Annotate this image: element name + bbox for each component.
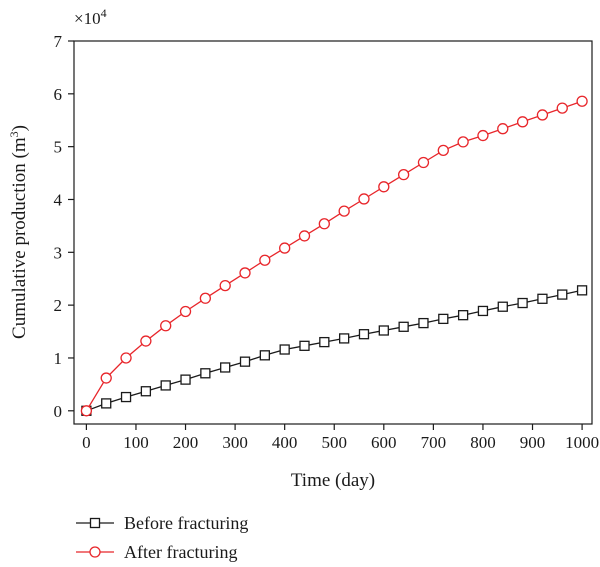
data-point [239, 267, 251, 279]
data-point [140, 386, 152, 397]
data-point [279, 242, 291, 254]
x-tick-label: 0 [82, 433, 91, 452]
data-point [576, 285, 588, 296]
x-tick-label: 900 [520, 433, 546, 452]
x-tick-label: 200 [173, 433, 199, 452]
data-point [516, 116, 529, 128]
y-axis-label: Cumulative production (m3) [7, 125, 30, 339]
data-point [537, 293, 548, 304]
y-tick-label: 0 [54, 402, 63, 421]
data-point [438, 313, 449, 325]
y-tick-label: 7 [54, 32, 63, 51]
data-point [179, 305, 192, 318]
data-point [318, 218, 330, 230]
y-axis: 0 1 2 3 4 5 6 7 [54, 32, 74, 421]
data-point [557, 289, 568, 300]
data-point [140, 335, 152, 347]
data-point [120, 391, 132, 403]
data-point [180, 374, 191, 385]
legend-marker-after [89, 546, 101, 558]
legend-marker-before [89, 517, 101, 529]
data-point [576, 95, 588, 107]
y-tick-label: 1 [54, 349, 63, 368]
legend-label-before: Before fracturing [124, 513, 248, 533]
data-point [259, 254, 271, 266]
x-tick-label: 600 [371, 433, 397, 452]
data-point [457, 310, 469, 321]
x-tick-label: 400 [272, 433, 298, 452]
data-point [259, 350, 270, 361]
legend-label-after: After fracturing [124, 542, 237, 562]
data-point [160, 320, 172, 332]
plot-frame [73, 40, 593, 425]
y-tick-label: 6 [54, 85, 63, 104]
data-point [239, 356, 251, 367]
data-point [299, 340, 310, 351]
legend-item-after: After fracturing [76, 542, 237, 562]
data-point [279, 344, 290, 355]
data-point [556, 102, 568, 114]
data-point [378, 181, 390, 193]
data-point [120, 352, 132, 364]
data-point [417, 156, 430, 169]
data-point [339, 333, 350, 344]
data-point [497, 301, 508, 312]
x-tick-label: 1000 [565, 433, 599, 452]
data-point [101, 398, 112, 409]
x-axis: 0 100 200 300 400 500 600 700 800 900 1000 [82, 424, 599, 452]
data-point [536, 109, 549, 121]
y-multiplier: ×104 [74, 6, 107, 28]
data-point [477, 305, 489, 317]
data-point [457, 136, 469, 148]
x-tick-label: 100 [123, 433, 149, 452]
x-axis-label: Time (day) [291, 470, 375, 491]
data-point [398, 321, 409, 332]
data-point [378, 325, 389, 336]
series-line-1 [85, 100, 583, 412]
data-point [200, 368, 211, 379]
y-tick-label: 5 [54, 138, 63, 157]
series-layer [80, 95, 588, 417]
data-point [397, 169, 410, 181]
x-tick-label: 500 [321, 433, 347, 452]
data-point [358, 193, 370, 205]
data-point [80, 405, 93, 417]
x-tick-label: 700 [421, 433, 447, 452]
data-point [220, 362, 231, 373]
x-tick-label: 800 [470, 433, 496, 452]
data-point [100, 372, 112, 384]
data-point [298, 230, 311, 242]
y-tick-label: 4 [54, 190, 63, 209]
data-point [358, 329, 370, 340]
data-point [319, 336, 330, 348]
data-point [497, 123, 509, 135]
data-point [517, 297, 528, 309]
data-point [338, 205, 350, 217]
data-point [418, 317, 429, 329]
data-point [437, 144, 449, 157]
legend-item-before: Before fracturing [76, 513, 248, 533]
y-tick-label: 2 [54, 296, 63, 315]
y-tick-label: 3 [54, 243, 63, 262]
legend: Before fracturing After fracturing [76, 513, 248, 562]
data-point [160, 380, 171, 391]
data-point [199, 292, 212, 304]
x-tick-label: 300 [222, 433, 248, 452]
data-point [477, 129, 489, 142]
data-point [219, 279, 231, 292]
